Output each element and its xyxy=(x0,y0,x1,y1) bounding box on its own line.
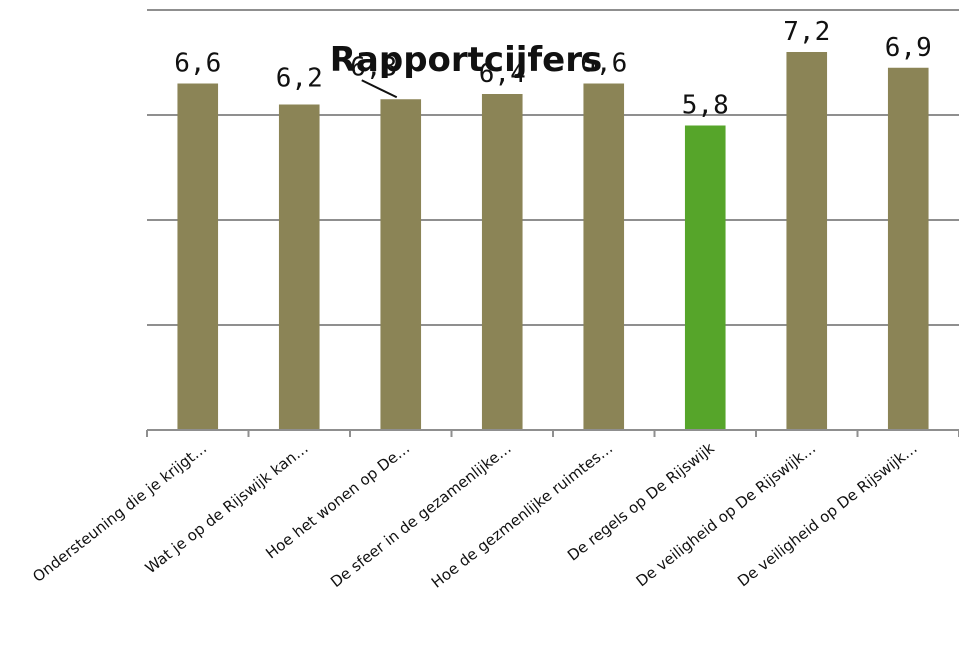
data-label: 6,2 xyxy=(276,64,323,94)
bar xyxy=(887,67,929,430)
x-tick-label: De veiligheid op De Rijswijk… xyxy=(633,439,820,590)
x-tick-label: Ondersteuning die je krijgt… xyxy=(29,439,210,586)
data-label: 6,3 xyxy=(350,52,397,82)
x-tick-label: De veiligheid op De Rijswijk… xyxy=(734,439,921,590)
bar xyxy=(583,83,625,430)
chart-title: Rapportcijfers xyxy=(330,40,603,80)
data-label: 7,2 xyxy=(783,17,830,47)
x-tick-label: Wat je op de Rijswijk kan… xyxy=(142,439,312,577)
bar xyxy=(684,125,726,430)
bar xyxy=(278,104,320,430)
x-tick-labels: Ondersteuning die je krijgt…Wat je op de… xyxy=(29,439,920,592)
bar xyxy=(786,52,828,430)
x-tick-label: De sfeer in de gezamenlijke… xyxy=(327,439,515,591)
data-label: 6,6 xyxy=(174,49,221,79)
bar xyxy=(481,94,523,430)
data-label: 6,9 xyxy=(885,33,932,63)
bars xyxy=(177,52,929,430)
data-labels: 6,6 6,2 6,3 6,4 6,6 5,8 7,2 6,9 xyxy=(174,17,931,121)
data-label: 6,4 xyxy=(479,59,526,89)
bar xyxy=(177,83,219,430)
x-tick-label: Hoe de gezmenlijke ruimtes… xyxy=(428,439,616,592)
data-label: 6,6 xyxy=(580,49,627,79)
data-label: 5,8 xyxy=(682,91,729,121)
bar xyxy=(380,99,422,430)
data-label-leader xyxy=(361,79,398,99)
x-axis xyxy=(146,429,959,437)
